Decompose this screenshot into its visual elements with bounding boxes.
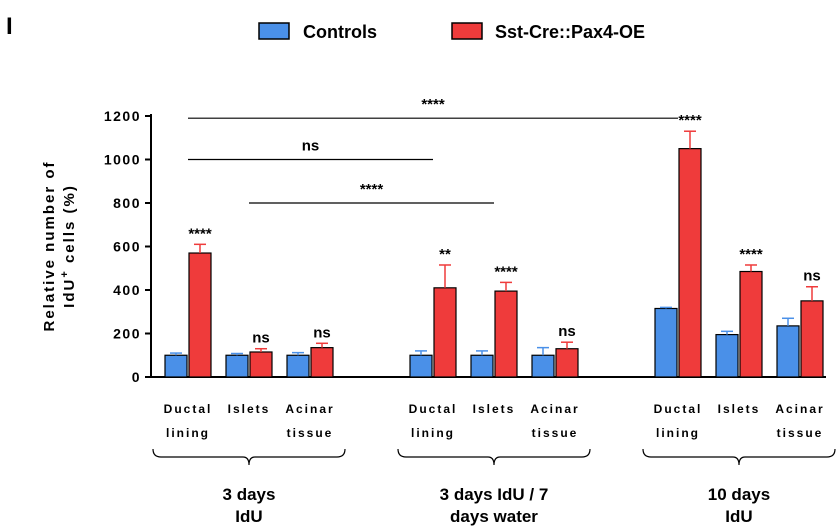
category-label-line1: Islets bbox=[718, 402, 761, 416]
bar-control bbox=[225, 354, 249, 378]
category-label-line1: Ductal bbox=[164, 402, 213, 416]
bar-control bbox=[164, 354, 188, 378]
y-axis-label-line1: Relative number of bbox=[41, 160, 58, 331]
category-label-line1: Islets bbox=[228, 402, 271, 416]
group-label-line1: 3 days IdU / 7 bbox=[440, 485, 549, 504]
group-label-line2: IdU bbox=[725, 507, 752, 526]
category-label-line1: Ductal bbox=[654, 402, 703, 416]
group-bracket bbox=[397, 448, 591, 466]
svg-text:IdU+ cells (%): IdU+ cells (%) bbox=[59, 184, 78, 308]
bar-pax4 bbox=[739, 270, 763, 378]
bar-control bbox=[409, 354, 433, 378]
category-label-line1: Islets bbox=[473, 402, 516, 416]
svg-text:Relative number of: Relative number of bbox=[41, 160, 58, 331]
category-label-line2: lining bbox=[411, 426, 455, 440]
category-label-line2: lining bbox=[656, 426, 700, 440]
bar-pax4 bbox=[188, 252, 212, 378]
bar-pax4 bbox=[494, 290, 518, 378]
x-labels: Ductal lining Islets Acinar tissue 3 days IdU D… bbox=[152, 402, 836, 526]
group-bracket bbox=[152, 448, 346, 466]
chart-marks: ****ns ns******ns********ns bbox=[164, 112, 824, 378]
group-bracket bbox=[642, 448, 836, 466]
y-axis-label: Relative number of IdU+ cells (%) bbox=[41, 160, 78, 331]
group-label-line1: 3 days bbox=[223, 485, 276, 504]
legend-label-controls: Controls bbox=[303, 22, 377, 42]
significance-label: **** bbox=[739, 246, 763, 263]
y-tick-label: 200 bbox=[113, 326, 141, 342]
significance-label: **** bbox=[678, 112, 702, 129]
y-tick-label: 800 bbox=[113, 195, 141, 211]
group-label-line1: 10 days bbox=[708, 485, 770, 504]
y-tick-label: 1200 bbox=[104, 108, 141, 124]
category-label-line2: tissue bbox=[532, 426, 579, 440]
comparison-label: **** bbox=[360, 181, 384, 198]
significance-label: ns bbox=[252, 330, 270, 347]
comparison-lines: **** ns **** bbox=[188, 96, 678, 204]
bar-control bbox=[715, 333, 739, 378]
group-label-line2: IdU bbox=[235, 507, 262, 526]
panel-label: I bbox=[6, 13, 13, 40]
bar-control bbox=[776, 325, 800, 378]
bar-pax4 bbox=[555, 348, 579, 378]
y-tick-label: 400 bbox=[113, 282, 141, 298]
significance-label: ns bbox=[313, 324, 331, 341]
bar-pax4 bbox=[310, 347, 334, 378]
bar-pax4 bbox=[433, 287, 457, 378]
bar-control bbox=[286, 354, 310, 378]
y-tick-label: 600 bbox=[113, 239, 141, 255]
y-axis-label-line2-post: cells (%) bbox=[61, 184, 78, 269]
bar-control bbox=[470, 354, 494, 378]
legend-label-pax4: Sst-Cre::Pax4-OE bbox=[495, 22, 645, 42]
significance-label: **** bbox=[494, 263, 518, 280]
bar-control bbox=[531, 354, 555, 378]
category-label-line2: tissue bbox=[777, 426, 824, 440]
bar-pax4 bbox=[800, 300, 824, 378]
comparison-label: **** bbox=[421, 96, 445, 113]
significance-label: ** bbox=[439, 246, 451, 263]
category-label-line1: Ductal bbox=[409, 402, 458, 416]
bar-control bbox=[654, 307, 678, 378]
bar-pax4 bbox=[249, 351, 273, 378]
significance-label: **** bbox=[188, 225, 212, 242]
category-label-line1: Acinar bbox=[530, 402, 579, 416]
group-label-line2: days water bbox=[450, 507, 538, 526]
y-axis-label-line2-pre: IdU bbox=[61, 278, 78, 308]
category-label-line1: Acinar bbox=[775, 402, 824, 416]
legend: Controls Sst-Cre::Pax4-OE bbox=[258, 22, 645, 42]
y-tick-label: 0 bbox=[132, 369, 141, 385]
category-label-line2: lining bbox=[166, 426, 210, 440]
category-label-line1: Acinar bbox=[285, 402, 334, 416]
significance-label: ns bbox=[803, 268, 821, 285]
category-label-line2: tissue bbox=[287, 426, 334, 440]
significance-label: ns bbox=[558, 323, 576, 340]
comparison-label: ns bbox=[302, 138, 320, 155]
y-axis-label-sup: + bbox=[59, 269, 71, 277]
legend-swatch-controls bbox=[258, 22, 290, 40]
legend-swatch-pax4 bbox=[451, 22, 483, 40]
y-tick-label: 1000 bbox=[104, 152, 141, 168]
bar-pax4 bbox=[678, 148, 702, 378]
